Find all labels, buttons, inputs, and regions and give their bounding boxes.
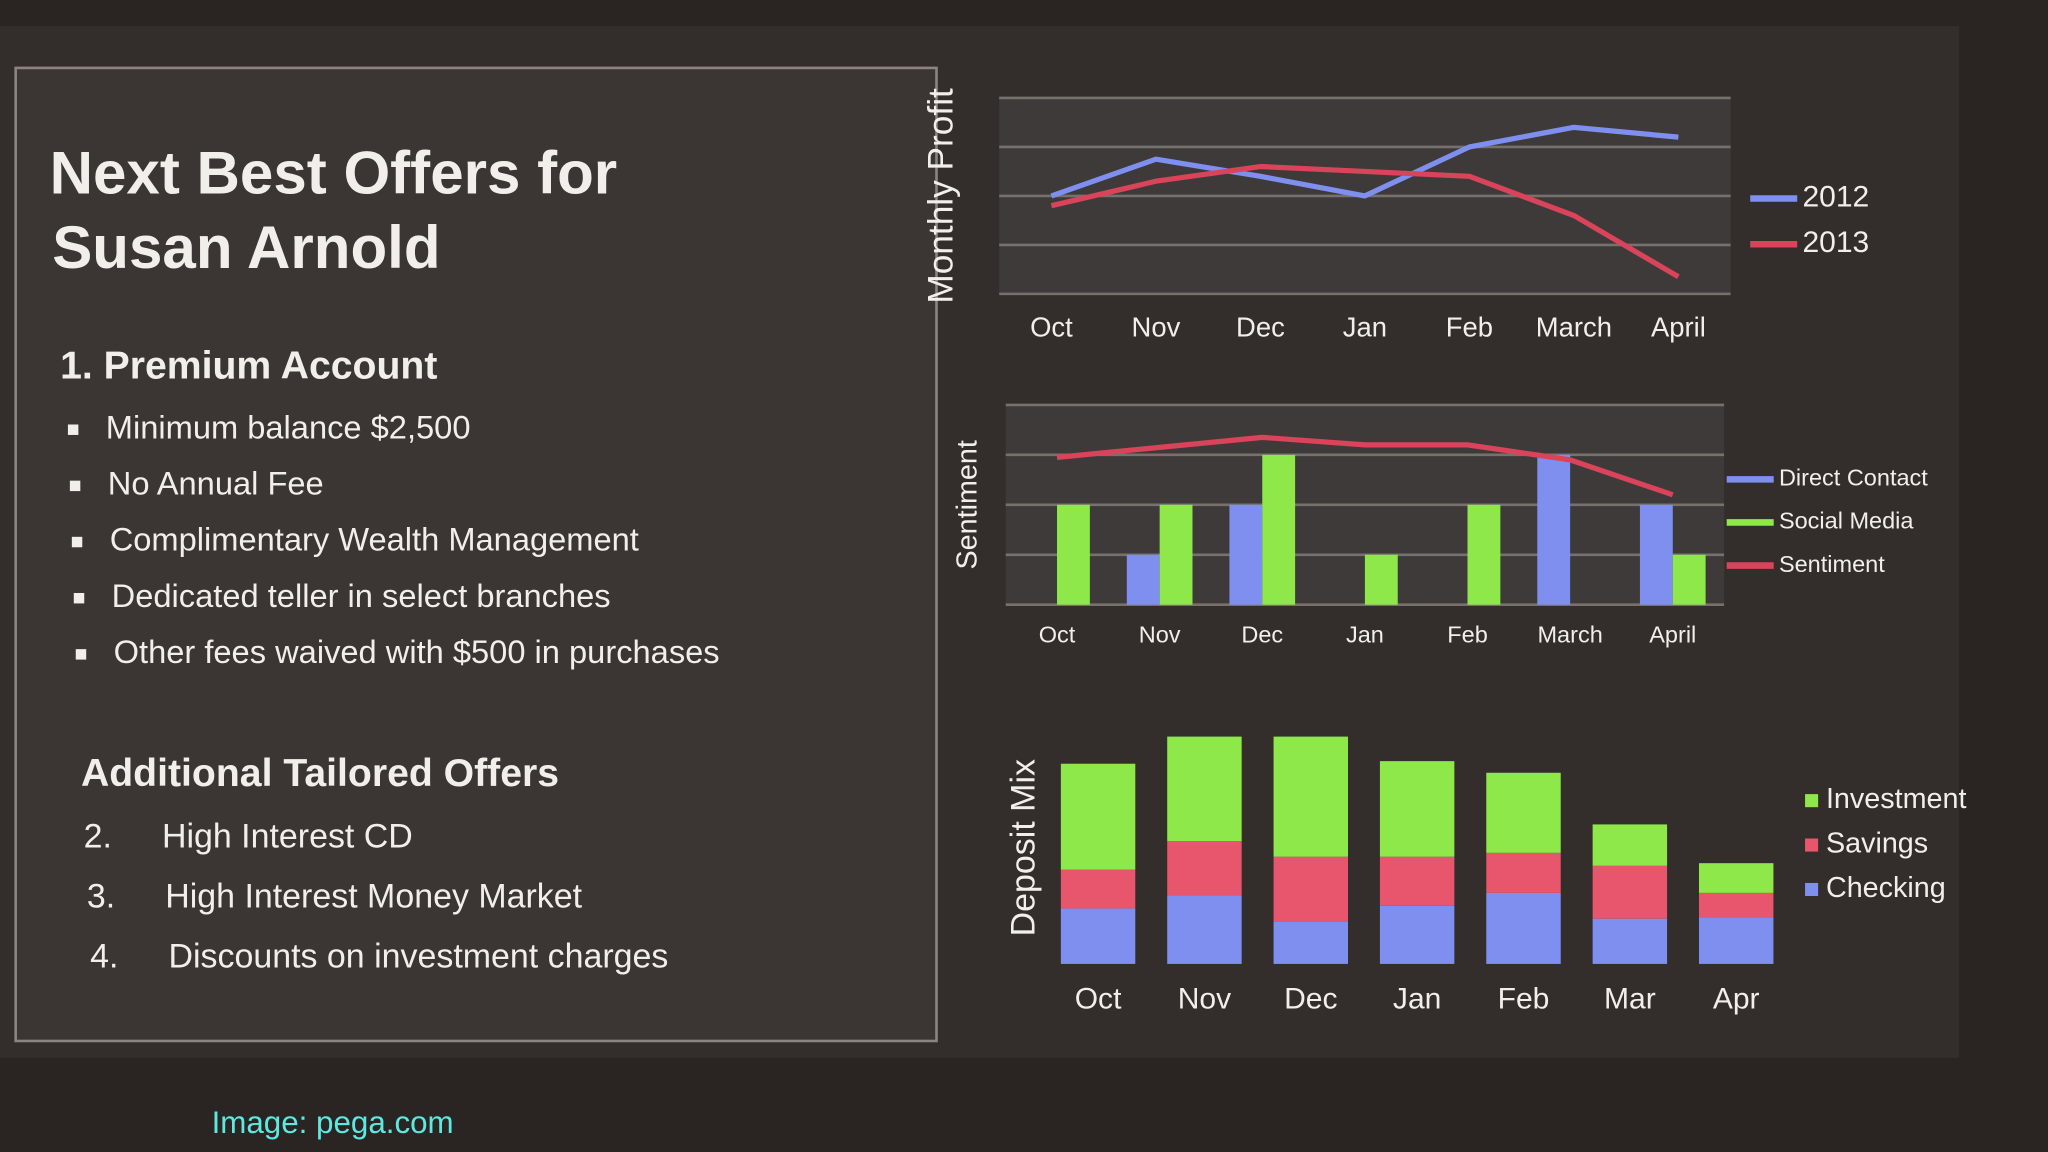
x-tick-label: Feb <box>1446 311 1493 342</box>
bar-segment <box>1273 856 1349 922</box>
bar-segment <box>1273 736 1349 857</box>
bar-segment <box>1379 761 1455 857</box>
offer-number: 4. <box>90 938 118 976</box>
x-tick-label: Feb <box>1498 982 1550 1015</box>
x-tick-label: Apr <box>1713 982 1760 1015</box>
bar-segment <box>1167 841 1242 896</box>
bar-segment <box>1273 921 1349 964</box>
bar-segment <box>1167 736 1242 842</box>
chart: Deposit Mix Oct Nov Dec Jan Feb Mar Apr Investme… <box>1004 736 1966 1015</box>
x-tick-label: Dec <box>1236 311 1285 342</box>
legend-label: Direct Contact <box>1779 465 1928 491</box>
x-tick-label: Oct <box>1030 311 1073 342</box>
line-series <box>1056 434 1674 498</box>
bar-segment <box>1698 863 1774 893</box>
panel-title: Susan Arnold <box>52 214 440 281</box>
charts: Monthly Profit Oct Nov Dec Jan Feb March April 2… <box>921 88 1966 1015</box>
x-tick-label: Nov <box>1139 621 1181 647</box>
legend-label: Savings <box>1826 828 1928 860</box>
panel-title: Next Best Offers for <box>50 140 618 207</box>
offer-panel <box>14 66 938 1043</box>
bar <box>1639 504 1673 605</box>
bar <box>1126 554 1160 605</box>
bullet <box>67 424 79 435</box>
bullet <box>69 480 81 492</box>
bar-segment <box>1698 892 1774 918</box>
bar <box>1467 504 1501 605</box>
x-tick-label: Nov <box>1132 311 1181 342</box>
caption: Image: pega.com <box>212 1105 454 1140</box>
legend-label: Sentiment <box>1779 551 1885 577</box>
offer-number: 2. <box>84 817 112 855</box>
line-series <box>1050 163 1680 279</box>
bar-segment <box>1486 772 1561 853</box>
legend-label: Social Media <box>1779 508 1914 534</box>
bar-segment <box>1592 918 1668 964</box>
bar-segment <box>1486 852 1561 893</box>
y-axis-label: Monthly Profit <box>921 88 960 304</box>
bar-segment <box>1592 824 1668 866</box>
additional-heading: Additional Tailored Offers <box>81 752 559 795</box>
feature: Complimentary Wealth Management <box>110 521 639 558</box>
bar <box>1672 554 1706 605</box>
x-tick-label: April <box>1651 311 1706 342</box>
line-series <box>1050 124 1679 199</box>
legend-label: Investment <box>1826 783 1966 815</box>
bar-segment <box>1379 905 1455 964</box>
feature: Other fees waived with $500 in purchases <box>114 633 720 670</box>
x-tick-label: March <box>1536 311 1612 342</box>
bar-segment <box>1486 892 1561 964</box>
x-tick-label: Jan <box>1393 982 1441 1015</box>
bar <box>1262 454 1296 605</box>
feature: No Annual Fee <box>108 465 324 502</box>
bullet <box>73 592 85 604</box>
feature-list: Minimum balance $2,500 No Annual Fee Compl… <box>67 408 720 670</box>
feature: Minimum balance $2,500 <box>106 408 471 445</box>
y-axis-label: Deposit Mix <box>1004 759 1042 936</box>
bullet <box>75 649 87 660</box>
legend-swatch <box>1805 794 1819 808</box>
x-tick-label: Feb <box>1447 621 1488 647</box>
bar <box>1364 554 1398 605</box>
x-tick-label: Jan <box>1346 621 1384 647</box>
legend-swatch <box>1805 838 1819 852</box>
offer-number: 3. <box>87 878 115 916</box>
x-tick-label: April <box>1649 621 1696 647</box>
x-tick-label: Oct <box>1075 982 1122 1015</box>
bar-segment <box>1592 865 1668 919</box>
bar-segment <box>1060 869 1136 909</box>
legend-label: Checking <box>1826 872 1946 904</box>
chart: Sentiment Oct Nov Dec Jan Feb March April Direct… <box>952 403 1928 647</box>
offer-text: High Interest Money Market <box>165 878 582 916</box>
bar-segment <box>1167 895 1242 964</box>
x-tick-label: Dec <box>1241 621 1283 647</box>
legend-label: 2012 <box>1802 180 1869 213</box>
additional-list: 2. High Interest CD 3. High Interest Money … <box>84 817 669 975</box>
bar-segment <box>1698 917 1774 964</box>
bar-segment <box>1060 908 1136 964</box>
x-tick-label: Oct <box>1039 621 1076 647</box>
bar-segment <box>1060 763 1136 870</box>
legend-swatch <box>1805 882 1819 896</box>
x-tick-label: Nov <box>1178 982 1231 1015</box>
y-axis-label: Sentiment <box>952 440 984 569</box>
chart: Monthly Profit Oct Nov Dec Jan Feb March April 2… <box>921 88 1869 342</box>
bar <box>1229 504 1263 605</box>
bar <box>1537 454 1571 605</box>
offer-text: High Interest CD <box>162 817 413 855</box>
x-tick-label: Mar <box>1604 982 1656 1015</box>
bar-segment <box>1379 856 1455 906</box>
x-tick-label: Jan <box>1343 311 1387 342</box>
bar <box>1057 504 1090 605</box>
feature: Dedicated teller in select branches <box>112 577 611 614</box>
legend-label: 2013 <box>1802 226 1869 259</box>
x-tick-label: March <box>1537 621 1602 647</box>
bullet <box>71 536 83 548</box>
bar <box>1159 504 1193 605</box>
offer-text: Discounts on investment charges <box>168 938 668 976</box>
x-tick-label: Dec <box>1284 982 1337 1015</box>
primary-offer: 1. Premium Account <box>60 345 437 388</box>
